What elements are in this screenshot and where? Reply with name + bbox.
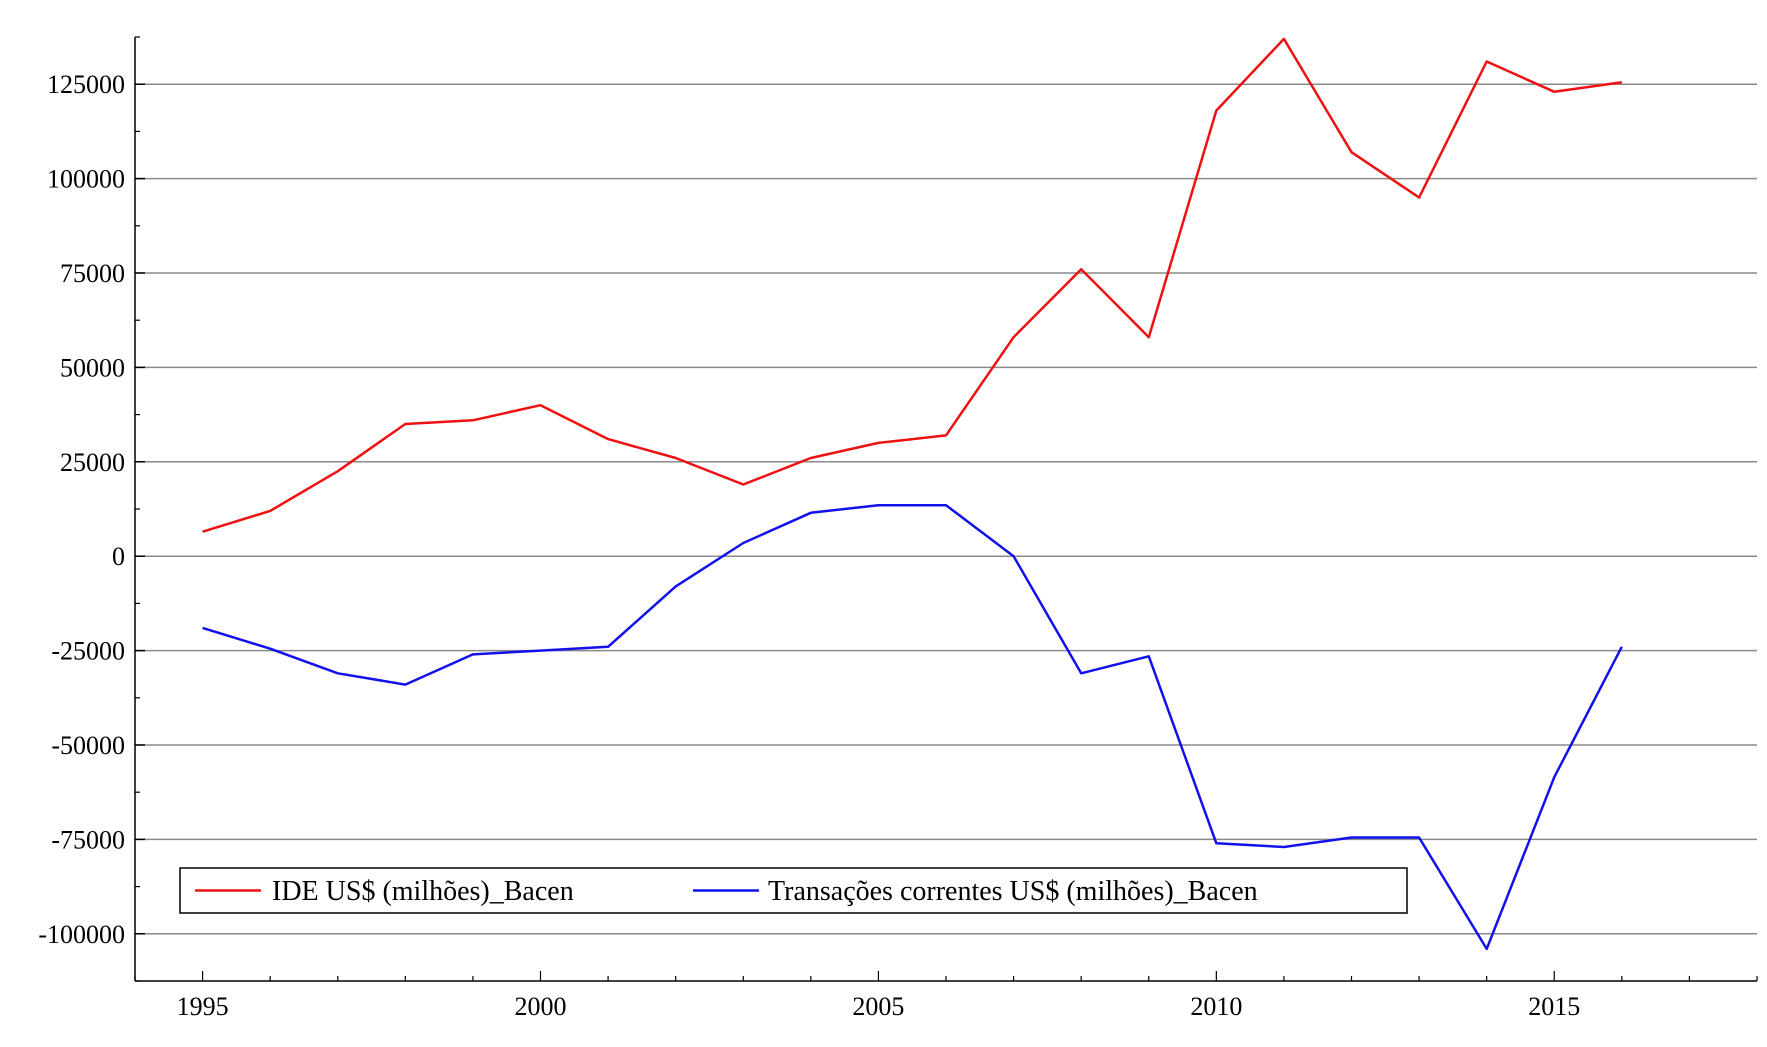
y-tick-label: -100000: [38, 920, 125, 949]
series-line-1: [202, 37, 1622, 533]
y-tick-label: 25000: [60, 448, 125, 477]
legend-box: [179, 867, 1408, 914]
y-tick-label: 75000: [60, 259, 125, 288]
x-tick-label: 2015: [1528, 992, 1580, 1021]
y-axis-tick-labels: 125000 100000 75000 50000 25000 0 -25000 -50000…: [38, 70, 125, 949]
y-tick-label: 100000: [47, 165, 125, 194]
x-tick-label: 1995: [177, 992, 229, 1021]
axes: [134, 36, 1758, 982]
series-lines: [202, 37, 1623, 951]
series-line-2: [202, 503, 1623, 951]
y-tick-label: 125000: [47, 70, 125, 99]
y-tick-label: -75000: [51, 825, 125, 854]
legend-label-2: Transações correntes US$ (milhões)_Bacen: [768, 876, 1258, 907]
x-tick-label: 2005: [852, 992, 904, 1021]
y-tick-label: -25000: [51, 637, 125, 666]
y-tick-label: 0: [112, 542, 125, 571]
legend: IDE US$ (milhões)_Bacen Transações corren…: [179, 867, 1408, 914]
y-tick-label: -50000: [51, 731, 125, 760]
grid-lines: [135, 83, 1757, 935]
x-tick-label: 2000: [515, 992, 567, 1021]
x-tick-label: 2010: [1190, 992, 1242, 1021]
x-axis-tick-labels: 1995 2000 2005 2010 2015: [177, 992, 1581, 1021]
y-tick-label: 50000: [60, 353, 125, 382]
legend-label-1: IDE US$ (milhões)_Bacen: [272, 876, 574, 907]
